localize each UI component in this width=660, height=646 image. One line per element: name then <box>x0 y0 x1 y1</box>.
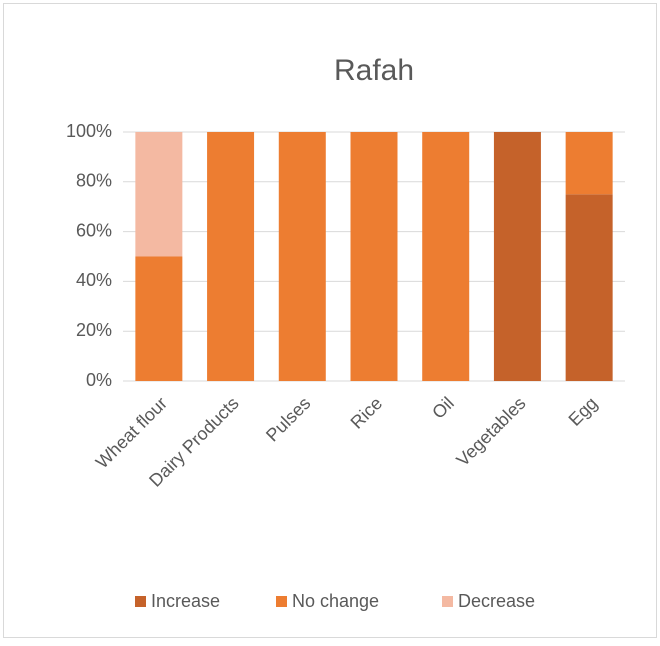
legend-swatch <box>135 596 146 607</box>
bar-segment <box>135 132 183 257</box>
chart-title: Rafah <box>334 54 414 87</box>
y-tick-label: 100% <box>66 121 112 141</box>
legend-label: No change <box>292 591 379 611</box>
bar-segment <box>493 132 541 381</box>
y-tick-label: 0% <box>86 370 112 390</box>
bar-segment <box>350 132 398 381</box>
bar-segment <box>135 256 183 381</box>
bar-segment <box>422 132 470 381</box>
y-tick-label: 40% <box>76 270 112 290</box>
bar-segment <box>207 132 255 381</box>
bar-segment <box>565 132 613 195</box>
bar-segment <box>565 194 613 381</box>
chart-border <box>3 3 657 638</box>
y-tick-label: 60% <box>76 220 112 240</box>
y-tick-label: 20% <box>76 320 112 340</box>
legend-label: Decrease <box>458 591 535 611</box>
legend-label: Increase <box>151 591 220 611</box>
bar-segment <box>278 132 326 381</box>
y-tick-label: 80% <box>76 171 112 191</box>
legend-swatch <box>442 596 453 607</box>
legend-swatch <box>276 596 287 607</box>
